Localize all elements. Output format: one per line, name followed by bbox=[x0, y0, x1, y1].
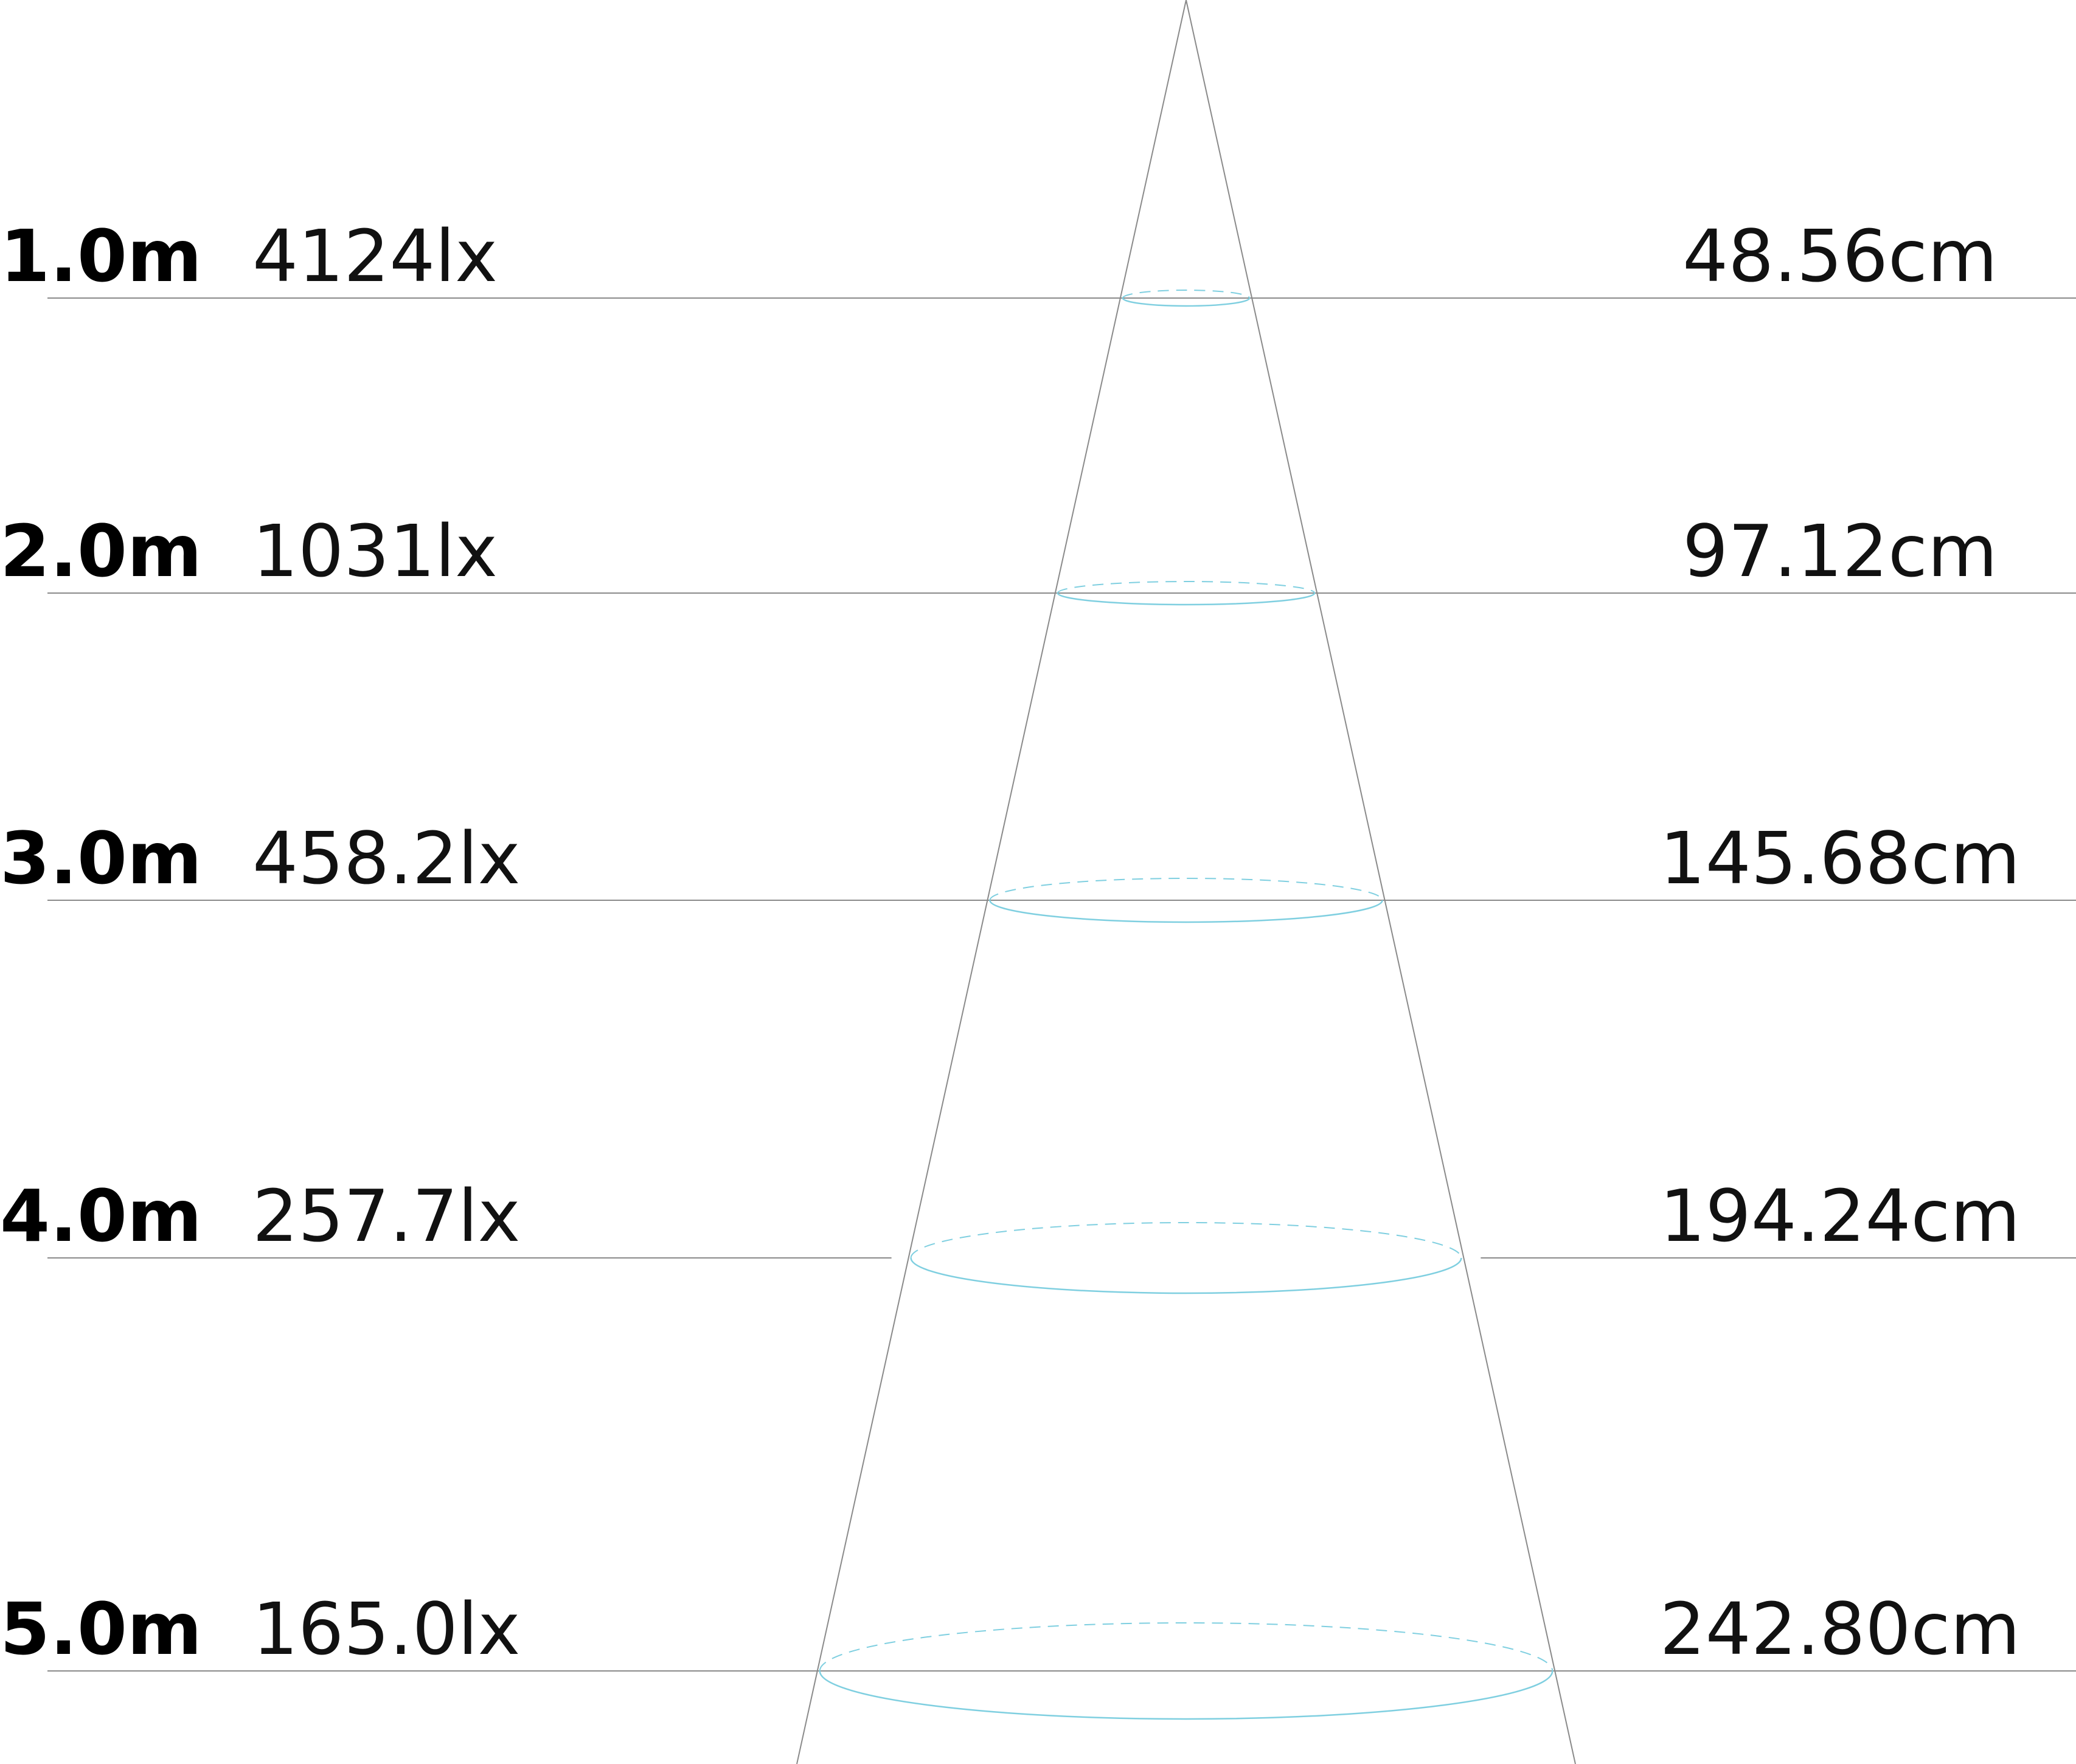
illuminance-label: 257.7lx bbox=[252, 1174, 520, 1258]
beam-ellipse-back bbox=[989, 878, 1383, 901]
distance-label: 3.0m bbox=[0, 816, 202, 900]
beam-diameter-label: 145.68cm bbox=[1660, 816, 2021, 900]
distance-label: 1.0m bbox=[0, 214, 202, 298]
beam-ellipse-front bbox=[819, 1670, 1554, 1720]
beam-ellipse-front bbox=[1057, 592, 1316, 606]
illuminance-label: 165.0lx bbox=[252, 1587, 520, 1671]
beam-ellipse-back bbox=[1057, 581, 1316, 594]
beam-ellipse-front bbox=[989, 900, 1383, 923]
beam-diameter-label: 194.24cm bbox=[1660, 1174, 2021, 1258]
illuminance-label: 4124lx bbox=[252, 214, 498, 298]
beam-diameter-label: 48.56cm bbox=[1682, 214, 1998, 298]
level-5: 5.0m 165.0lx 242.80cm bbox=[0, 1587, 2076, 1720]
distance-levels: 1.0m 4124lx 48.56cm 2.0m 1031lx 97.12cm 3.0m 45… bbox=[0, 214, 2076, 1720]
illuminance-label: 1031lx bbox=[252, 509, 498, 593]
distance-label: 5.0m bbox=[0, 1587, 202, 1671]
cone-left-edge bbox=[796, 0, 1187, 1764]
beam-ellipse-back bbox=[1122, 290, 1251, 299]
distance-label: 2.0m bbox=[0, 509, 202, 593]
distance-label: 4.0m bbox=[0, 1174, 202, 1258]
level-1: 1.0m 4124lx 48.56cm bbox=[0, 214, 2076, 307]
level-4: 4.0m 257.7lx 194.24cm bbox=[0, 1174, 2076, 1294]
beam-cone bbox=[796, 0, 1576, 1764]
cone-right-edge bbox=[1186, 0, 1576, 1764]
beam-ellipse-front bbox=[1122, 297, 1251, 307]
beam-ellipse-back bbox=[819, 1622, 1554, 1672]
beam-ellipse-front bbox=[910, 1257, 1462, 1294]
beam-ellipse-back bbox=[910, 1222, 1462, 1259]
level-2: 2.0m 1031lx 97.12cm bbox=[0, 509, 2076, 606]
level-3: 3.0m 458.2lx 145.68cm bbox=[0, 816, 2076, 923]
beam-diameter-label: 242.80cm bbox=[1660, 1587, 2021, 1671]
illuminance-label: 458.2lx bbox=[252, 816, 520, 900]
beam-diameter-label: 97.12cm bbox=[1682, 509, 1998, 593]
